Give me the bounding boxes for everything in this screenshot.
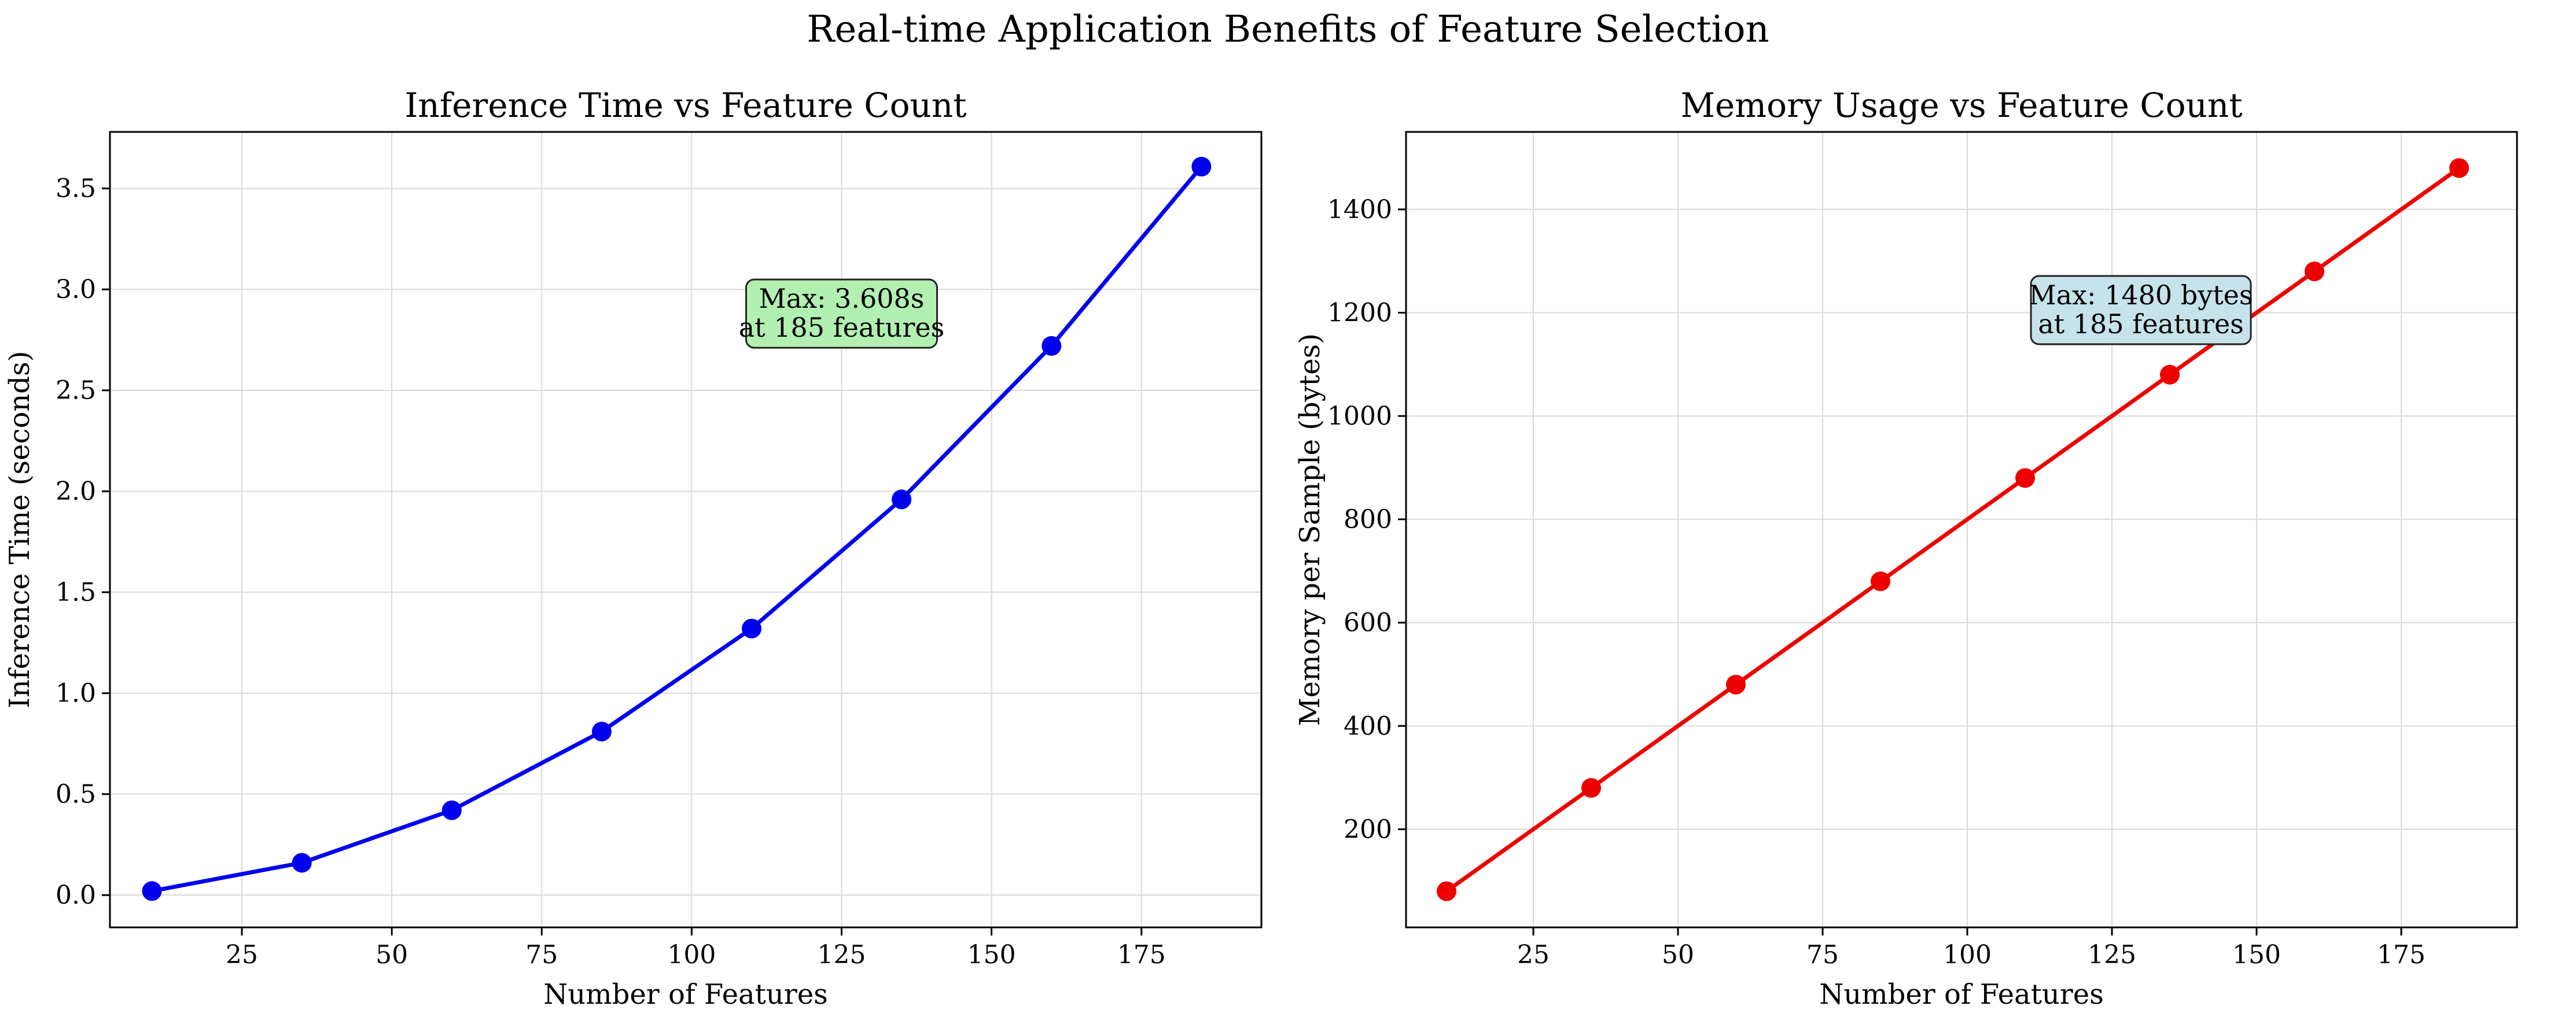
data-point xyxy=(1042,336,1062,356)
panel-title: Inference Time vs Feature Count xyxy=(404,86,966,125)
x-tick-label: 125 xyxy=(817,940,866,970)
data-point xyxy=(2449,158,2469,178)
data-point xyxy=(2015,468,2035,488)
y-ticks: 200 400 600 800 1000 1200 1400 xyxy=(1327,195,1406,844)
x-tick-label: 125 xyxy=(2088,940,2136,970)
x-tick-label: 100 xyxy=(1943,940,1992,970)
y-tick-label: 3.0 xyxy=(56,275,96,304)
data-point xyxy=(892,489,912,510)
x-tick-label: 25 xyxy=(226,940,258,970)
x-tick-label: 175 xyxy=(2377,940,2426,970)
y-ticks: 0.0 0.5 1.0 1.5 2.0 2.5 3.0 3.5 xyxy=(56,174,110,910)
data-point xyxy=(1191,157,1212,177)
x-tick-label: 100 xyxy=(667,940,716,970)
y-tick-label: 1.5 xyxy=(56,578,96,607)
data-point xyxy=(2160,364,2180,385)
y-tick-label: 400 xyxy=(1344,712,1392,741)
y-tick-label: 800 xyxy=(1344,505,1392,535)
data-point xyxy=(1437,881,1456,901)
data-point xyxy=(1726,675,1746,695)
figure-suptitle: Real-time Application Benefits of Featur… xyxy=(807,8,1769,51)
x-tick-label: 50 xyxy=(1662,940,1694,970)
x-tick-label: 150 xyxy=(967,940,1016,970)
data-point xyxy=(742,618,762,639)
annotation-text: Max: 3.608s xyxy=(759,283,925,314)
data-point xyxy=(1871,571,1890,591)
y-tick-label: 0.5 xyxy=(56,780,96,809)
y-tick-label: 1200 xyxy=(1327,299,1392,328)
grid xyxy=(110,132,1261,927)
series-line xyxy=(150,164,1204,893)
series-markers xyxy=(1437,158,2469,901)
y-tick-label: 1.0 xyxy=(56,679,96,708)
y-tick-label: 2.0 xyxy=(56,477,96,506)
x-axis-label: Number of Features xyxy=(543,978,828,1011)
y-tick-label: 600 xyxy=(1344,608,1392,638)
data-point xyxy=(292,853,312,873)
data-point xyxy=(441,800,462,820)
y-tick-label: 2.5 xyxy=(56,376,96,406)
annotation-box xyxy=(2030,275,2252,345)
annotation-box xyxy=(745,278,938,349)
x-ticks: 25 50 75 100 125 150 175 xyxy=(226,927,1166,970)
y-tick-label: 1400 xyxy=(1327,195,1392,224)
y-tick-label: 200 xyxy=(1344,815,1392,844)
x-tick-label: 75 xyxy=(525,940,558,970)
plot-frame xyxy=(1405,131,2518,929)
data-point xyxy=(142,881,162,901)
grid xyxy=(1406,132,2517,927)
series-markers xyxy=(142,157,1212,901)
x-tick-label: 175 xyxy=(1117,940,1166,970)
x-tick-label: 150 xyxy=(2232,940,2281,970)
panel-title: Memory Usage vs Feature Count xyxy=(1680,86,2242,125)
annotation-text: Max: 1480 bytes xyxy=(2029,279,2253,311)
data-point xyxy=(1581,778,1601,798)
inference-time-panel: 25 50 75 100 125 150 175 0.0 0.5 1.0 1.5 2.0 2.5 3.0 3… xyxy=(3,86,1263,1011)
x-ticks: 25 50 75 100 125 150 175 xyxy=(1517,927,2426,970)
data-point xyxy=(591,721,612,742)
plot-frame xyxy=(109,131,1263,929)
memory-usage-panel: 25 50 75 100 125 150 175 200 400 600 800 1000 1200 14… xyxy=(1294,86,2518,1011)
annotation-text: at 185 features xyxy=(739,312,945,343)
y-tick-label: 3.5 xyxy=(56,174,96,204)
annotation-text: at 185 features xyxy=(2038,308,2244,340)
x-axis-label: Number of Features xyxy=(1819,978,2104,1011)
x-tick-label: 75 xyxy=(1806,940,1839,970)
x-tick-label: 25 xyxy=(1517,940,1550,970)
x-tick-label: 50 xyxy=(376,940,408,970)
y-tick-label: 0.0 xyxy=(56,881,96,910)
y-axis-label: Inference Time (seconds) xyxy=(3,351,36,709)
y-axis-label: Memory per Sample (bytes) xyxy=(1294,333,1326,726)
series-line xyxy=(1444,166,2461,893)
y-tick-label: 1000 xyxy=(1327,402,1392,431)
data-point xyxy=(2305,261,2324,282)
